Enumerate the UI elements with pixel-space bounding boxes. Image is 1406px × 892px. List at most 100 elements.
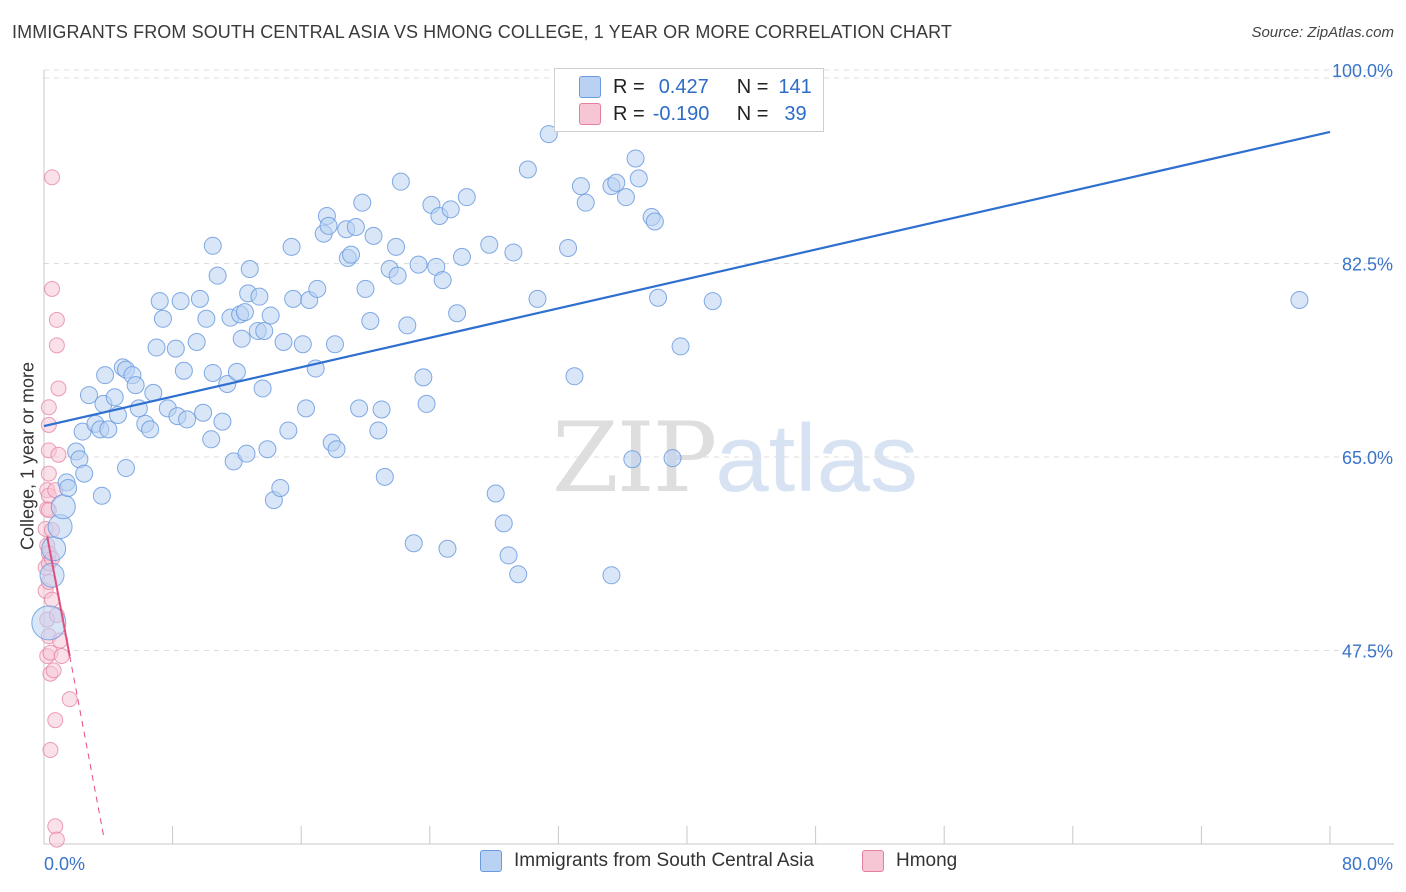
south-central-asia-point bbox=[499, 546, 518, 565]
south-central-asia-point bbox=[258, 440, 277, 459]
south-central-asia-point bbox=[59, 478, 78, 497]
south-central-asia-point bbox=[346, 218, 365, 237]
legend-swatch-pink bbox=[862, 850, 884, 872]
legend-r-label: R = bbox=[613, 102, 645, 125]
hmong-point bbox=[48, 831, 65, 848]
south-central-asia-point bbox=[602, 566, 621, 585]
south-central-asia-point bbox=[494, 514, 513, 533]
south-central-asia-point bbox=[297, 399, 316, 418]
south-central-asia-point bbox=[141, 420, 160, 439]
south-central-asia-point bbox=[623, 450, 642, 469]
grid-lines bbox=[44, 69, 1394, 651]
south-central-asia-point bbox=[663, 449, 682, 468]
tick-labels: 47.5% 65.0% 82.5% 100.0% 0.0% 80.0% bbox=[44, 61, 1393, 874]
south-central-asia-point bbox=[150, 292, 169, 311]
hmong-point bbox=[48, 311, 65, 328]
south-central-asia-point bbox=[518, 160, 537, 179]
south-central-asia-point bbox=[203, 363, 222, 382]
axes bbox=[43, 70, 1394, 845]
south-central-asia-point bbox=[565, 367, 584, 386]
south-central-asia-point bbox=[261, 306, 280, 325]
south-central-asia-point bbox=[153, 309, 172, 328]
legend-r-value: -0.190 bbox=[652, 102, 710, 125]
south-central-asia-point bbox=[31, 605, 67, 641]
hmong-point bbox=[53, 648, 70, 665]
y-tick-label: 100.0% bbox=[1332, 61, 1393, 81]
south-central-asia-point bbox=[253, 379, 272, 398]
south-central-asia-point bbox=[645, 212, 664, 231]
legend-r-label: R = bbox=[613, 75, 645, 98]
south-central-asia-point bbox=[250, 287, 269, 306]
south-central-asia-point bbox=[50, 494, 76, 520]
south-central-asia-point bbox=[190, 289, 209, 308]
south-central-asia-point bbox=[96, 366, 115, 385]
legend-n-label: N = bbox=[736, 102, 769, 125]
south-central-asia-point bbox=[438, 539, 457, 558]
hmong-trend-extension bbox=[69, 655, 104, 836]
source-label: Source: ZipAtlas.com bbox=[1251, 24, 1394, 41]
legend-label-hmong: Hmong bbox=[896, 850, 958, 871]
south-central-asia-point bbox=[375, 467, 394, 486]
south-central-asia-point bbox=[369, 421, 388, 440]
south-central-asia-point bbox=[353, 193, 372, 212]
south-central-asia-point bbox=[284, 289, 303, 308]
south-central-asia-point bbox=[441, 200, 460, 219]
south-central-asia-point bbox=[671, 337, 690, 356]
south-central-asia-point bbox=[227, 362, 246, 381]
south-central-asia-point bbox=[457, 188, 476, 207]
south-central-asia-point bbox=[350, 399, 369, 418]
correlation-legend: R = 0.427 N = 141 R = -0.190 N = 39 bbox=[554, 68, 824, 132]
legend-row-south-central-asia: R = 0.427 N = 141 bbox=[579, 74, 812, 100]
south-central-asia-point bbox=[235, 303, 254, 322]
chart-title: IMMIGRANTS FROM SOUTH CENTRAL ASIA VS HM… bbox=[12, 22, 952, 42]
south-central-asia-points bbox=[31, 125, 1309, 641]
south-central-asia-point bbox=[409, 255, 428, 274]
south-central-asia-point bbox=[509, 565, 528, 584]
legend-item-hmong: Hmong bbox=[862, 850, 957, 872]
hmong-point bbox=[44, 169, 61, 186]
south-central-asia-point bbox=[452, 247, 471, 266]
south-central-asia-trend-line bbox=[43, 130, 1331, 428]
south-central-asia-point bbox=[178, 410, 197, 429]
south-central-asia-point bbox=[99, 420, 118, 439]
south-central-asia-point bbox=[147, 338, 166, 357]
south-central-asia-point bbox=[356, 279, 375, 298]
south-central-asia-point bbox=[433, 271, 452, 290]
south-central-asia-point bbox=[576, 193, 595, 212]
legend-r-value: 0.427 bbox=[658, 75, 709, 98]
south-central-asia-point bbox=[486, 484, 505, 503]
south-central-asia-point bbox=[539, 125, 558, 144]
south-central-asia-point bbox=[372, 400, 391, 419]
legend-n-value: 141 bbox=[778, 75, 812, 98]
south-central-asia-point bbox=[80, 386, 99, 405]
south-central-asia-point bbox=[274, 333, 293, 352]
south-central-asia-point bbox=[279, 421, 298, 440]
south-central-asia-point bbox=[75, 464, 94, 483]
hmong-point bbox=[44, 280, 61, 297]
hmong-point bbox=[61, 691, 78, 708]
south-central-asia-point bbox=[571, 177, 590, 196]
south-central-asia-point bbox=[293, 335, 312, 354]
south-central-asia-point bbox=[616, 188, 635, 207]
south-central-asia-point bbox=[626, 149, 645, 168]
south-central-asia-point bbox=[387, 237, 406, 256]
trend-lines bbox=[43, 130, 1331, 836]
south-central-asia-point bbox=[327, 440, 346, 459]
south-central-asia-point bbox=[308, 279, 327, 298]
legend-n-label: N = bbox=[736, 75, 769, 98]
south-central-asia-point bbox=[559, 239, 578, 258]
hmong-point bbox=[48, 337, 65, 354]
south-central-asia-point bbox=[271, 478, 290, 497]
legend-item-south-central-asia: Immigrants from South Central Asia bbox=[480, 850, 814, 872]
south-central-asia-point bbox=[391, 172, 410, 191]
hmong-point bbox=[50, 380, 67, 397]
south-central-asia-point bbox=[319, 216, 338, 235]
south-central-asia-point bbox=[171, 292, 190, 311]
south-central-asia-point bbox=[105, 388, 124, 407]
y-tick-label: 47.5% bbox=[1342, 642, 1393, 662]
south-central-asia-point bbox=[649, 288, 668, 307]
south-central-asia-point bbox=[213, 412, 232, 431]
south-central-asia-point bbox=[92, 486, 111, 505]
hmong-point bbox=[40, 399, 57, 416]
